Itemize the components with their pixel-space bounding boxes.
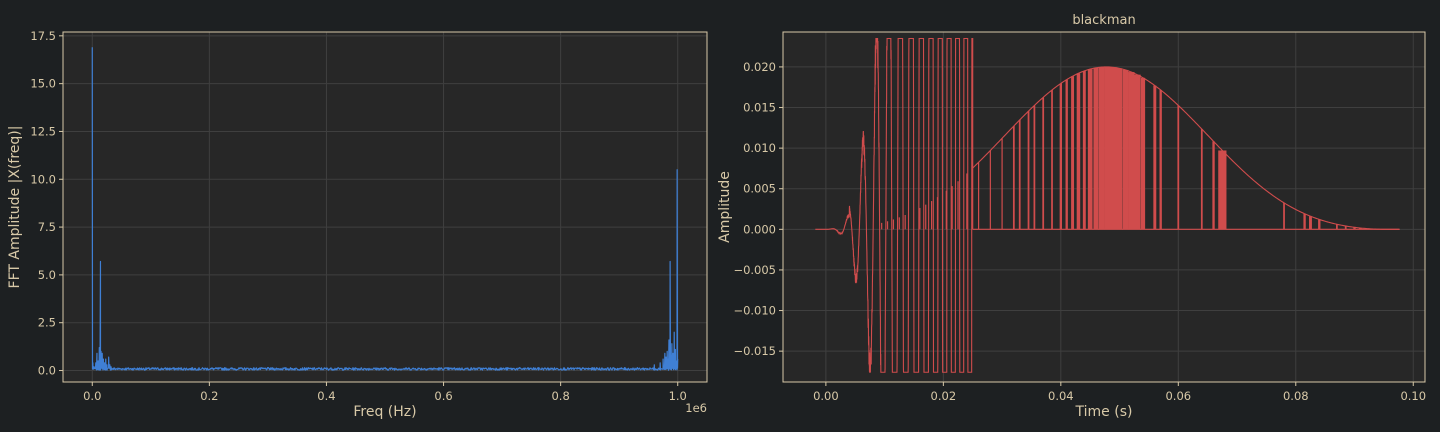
blackman-burst-bar (1133, 74, 1141, 230)
y-tick-label: 2.5 (38, 316, 56, 330)
y-tick-label: 17.5 (30, 29, 56, 43)
x-tick-label: 0.6 (434, 389, 452, 403)
x-tick-label: 0.08 (1283, 389, 1309, 403)
blackman-burst-bar (951, 186, 953, 230)
blackman-burst-bar (1087, 69, 1093, 230)
blackman-x-axis-label: Time (s) (1075, 404, 1133, 420)
blackman-burst-bar (1042, 97, 1045, 230)
blackman-burst-bar (1303, 213, 1306, 230)
blackman-burst-bar (1001, 138, 1003, 230)
blackman-burst-bar (1110, 67, 1118, 230)
blackman-signal-line (815, 37, 974, 373)
blackman-burst-bar (989, 150, 991, 230)
blackman-burst-bar (1218, 150, 1227, 230)
blackman-burst-bar (966, 173, 968, 230)
blackman-burst-bar (936, 197, 939, 230)
y-tick-label: 0.020 (743, 60, 776, 74)
blackman-burst-bar (1153, 85, 1157, 230)
y-tick-label: 12.5 (30, 124, 56, 138)
x-tick-label: 0.2 (200, 389, 218, 403)
blackman-burst-bar (1082, 70, 1086, 230)
blackman-envelope-line (972, 66, 1400, 230)
blackman-burst-bar (1104, 66, 1112, 230)
blackman-ticks: 0.00 0.02 0.04 0.06 0.08 0.10 −0.015 −0.010 −0.0… (733, 60, 1426, 403)
blackman-burst-bar (886, 221, 889, 230)
blackman-burst-bar (1336, 224, 1338, 230)
blackman-burst-bar (925, 204, 927, 230)
blackman-burst-bar (977, 162, 980, 230)
x-tick-label: 0.4 (317, 389, 335, 403)
fft-amplitude-line (91, 47, 679, 371)
blackman-axes-frame (782, 31, 1426, 383)
blackman-y-axis-label: Amplitude (717, 171, 733, 243)
x-tick-label: 0.04 (1048, 389, 1074, 403)
blackman-burst-bar (881, 222, 883, 230)
blackman-burst-bar (1177, 105, 1180, 230)
blackman-burst-bar (1128, 72, 1135, 230)
y-tick-label: 0.005 (743, 182, 776, 196)
blackman-burst-bar (1076, 73, 1081, 230)
blackman-burst-bar (1122, 69, 1129, 230)
x-tick-label: 1.0 (669, 389, 687, 403)
blackman-burst-bar (1033, 105, 1036, 230)
y-tick-label: 0.010 (743, 141, 776, 155)
blackman-burst-bar (1012, 125, 1015, 230)
blackman-burst-bar (892, 219, 895, 230)
y-tick-label: 0.000 (743, 222, 776, 236)
fft-series (91, 47, 679, 371)
y-tick-label: 0.0 (38, 364, 56, 378)
y-tick-label: −0.015 (733, 344, 776, 358)
blackman-burst-bar (1212, 141, 1215, 230)
blackman-burst-bar (1283, 202, 1285, 230)
blackman-burst-bar (957, 181, 959, 230)
fft-amplitude-chart: 0.0 0.2 0.4 0.6 0.8 1.0 0.0 2.5 5.0 7.5 10.0 12.5 15… (7, 29, 708, 420)
y-tick-label: 7.5 (38, 220, 56, 234)
x-tick-label: 0.06 (1165, 389, 1191, 403)
x-tick-label: 0.0 (83, 389, 101, 403)
y-tick-label: 15.0 (30, 77, 56, 91)
blackman-burst-bar (931, 201, 933, 230)
blackman-chart: 0.00 0.02 0.04 0.06 0.08 0.10 −0.015 −0.010 −0.0… (717, 13, 1426, 420)
fft-x-axis-label: Freq (Hz) (353, 404, 416, 420)
y-tick-label: 5.0 (38, 268, 56, 282)
blackman-burst-bar (1065, 79, 1068, 230)
fft-y-axis-label: FFT Amplitude |X(freq)| (7, 126, 23, 289)
fft-ticks: 0.0 0.2 0.4 0.6 0.8 1.0 0.0 2.5 5.0 7.5 10.0 12.5 15… (30, 29, 686, 403)
blackman-burst-bar (898, 217, 900, 230)
blackman-burst-bar (1159, 89, 1162, 230)
blackman-burst-bar (1344, 226, 1347, 230)
blackman-burst-bar (1027, 111, 1030, 230)
blackman-chart-title: blackman (1072, 13, 1135, 28)
blackman-burst-bar (1051, 89, 1053, 230)
x-tick-label: 0.00 (813, 389, 839, 403)
x-tick-label: 0.10 (1400, 389, 1426, 403)
fft-axes-frame (62, 31, 708, 383)
blackman-burst-bar (1358, 228, 1362, 230)
fft-plot-area (63, 32, 707, 382)
blackman-burst-bar (1353, 227, 1356, 230)
blackman-burst-bar (1308, 216, 1312, 230)
x-tick-label: 0.02 (931, 389, 957, 403)
y-tick-label: −0.005 (733, 263, 776, 277)
blackman-burst-bar (919, 207, 921, 230)
blackman-burst-bar (1141, 77, 1146, 230)
blackman-burst-bar (1099, 67, 1105, 230)
y-tick-label: 0.015 (743, 101, 776, 115)
blackman-burst-bar (1318, 219, 1321, 230)
blackman-burst-bar (1116, 68, 1123, 230)
blackman-burst-bar (1093, 67, 1099, 230)
x-tick-label: 0.8 (551, 389, 569, 403)
blackman-burst-bar (945, 190, 947, 230)
fft-gridlines (63, 32, 707, 382)
blackman-burst-bar (1059, 83, 1063, 230)
blackman-burst-bar (1200, 129, 1203, 230)
blackman-burst-bar (904, 214, 906, 230)
blackman-burst-bar (1071, 76, 1075, 230)
y-tick-label: −0.010 (733, 304, 776, 318)
y-tick-label: 10.0 (30, 172, 56, 186)
blackman-series (815, 37, 1400, 373)
blackman-burst-bar (1018, 119, 1021, 230)
fft-x-offset-text: 1e6 (685, 401, 707, 415)
